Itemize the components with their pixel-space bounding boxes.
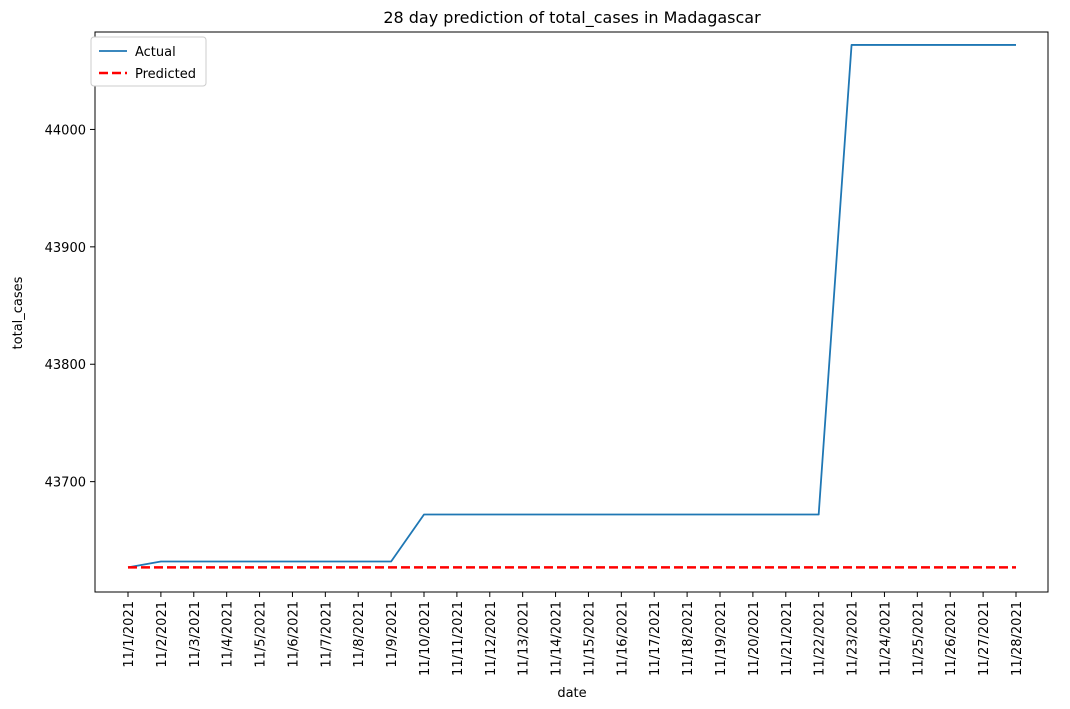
x-tick-label: 11/20/2021	[747, 601, 762, 676]
y-tick-label: 43900	[45, 241, 86, 256]
plot-frame	[94, 31, 1049, 593]
x-tick-label: 11/22/2021	[813, 601, 828, 676]
x-tick-label: 11/6/2021	[286, 601, 301, 668]
x-tick-label: 11/16/2021	[615, 601, 630, 676]
x-tick-label: 11/4/2021	[221, 601, 236, 668]
x-tick-label: 11/11/2021	[451, 601, 466, 676]
y-tick-label: 44000	[45, 123, 86, 138]
x-tick-label: 11/15/2021	[582, 601, 597, 676]
x-tick-label: 11/17/2021	[648, 601, 663, 676]
x-tick-label: 11/14/2021	[550, 601, 565, 676]
legend-label-predicted: Predicted	[135, 67, 196, 82]
x-tick-label: 11/21/2021	[780, 601, 795, 676]
x-tick-label: 11/3/2021	[188, 601, 203, 668]
x-axis-label: date	[557, 686, 586, 701]
legend-label-actual: Actual	[135, 45, 176, 60]
x-tick-label: 11/26/2021	[944, 601, 959, 676]
y-tick-label: 43800	[45, 358, 86, 373]
y-tick-label: 43700	[45, 476, 86, 491]
x-tick-label: 11/24/2021	[878, 601, 893, 676]
x-tick-label: 11/28/2021	[1010, 601, 1025, 676]
plot-area: 11/1/2021 11/2/2021 11/3/2021 11/4/2021 11/5…	[45, 31, 1049, 676]
x-tick-label: 11/1/2021	[122, 601, 137, 668]
series-line-actual	[127, 44, 1016, 569]
x-tick-label: 11/13/2021	[517, 601, 532, 676]
x-tick-label: 11/9/2021	[385, 601, 400, 668]
x-tick-label: 11/10/2021	[418, 601, 433, 676]
x-tick-label: 11/2/2021	[155, 601, 170, 668]
x-tick-label: 11/18/2021	[681, 601, 696, 676]
x-tick-label: 11/5/2021	[254, 601, 269, 668]
chart-title: 28 day prediction of total_cases in Mada…	[383, 8, 761, 28]
x-tick-label: 11/27/2021	[977, 601, 992, 676]
x-tick-label: 11/23/2021	[846, 601, 861, 676]
x-tick-label: 11/12/2021	[484, 601, 499, 676]
legend: Actual Predicted	[90, 36, 207, 87]
y-axis-label: total_cases	[11, 276, 26, 349]
x-tick-label: 11/19/2021	[714, 601, 729, 676]
x-tick-label: 11/7/2021	[319, 601, 334, 668]
x-tick-label: 11/25/2021	[911, 601, 926, 676]
x-tick-label: 11/8/2021	[352, 601, 367, 668]
